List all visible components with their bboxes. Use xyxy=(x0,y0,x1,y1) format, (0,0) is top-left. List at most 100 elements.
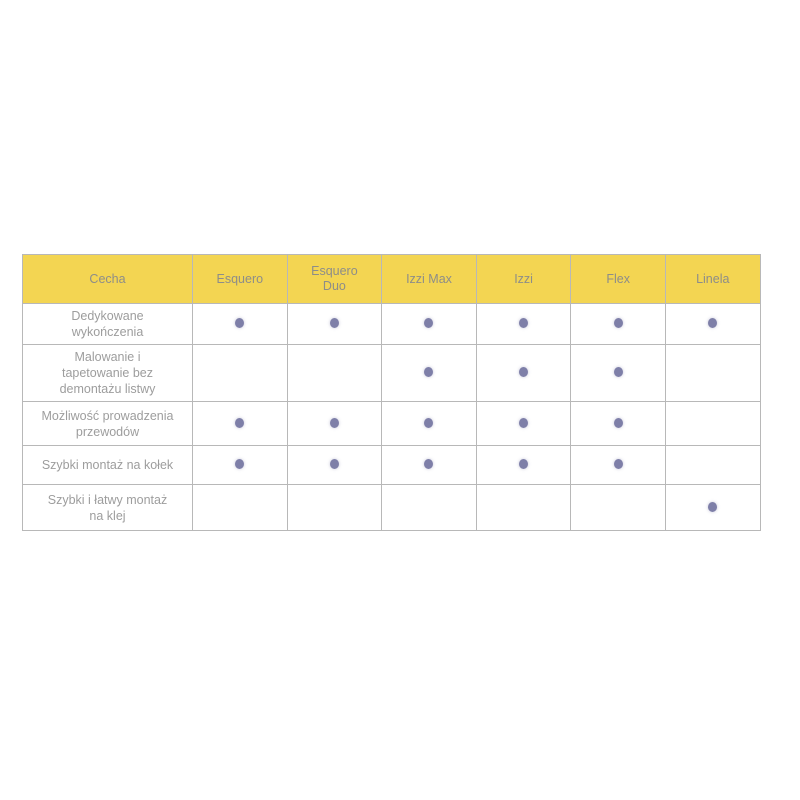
mark-cell-izzi-max xyxy=(381,445,477,485)
empty-mark-placeholder xyxy=(235,502,244,512)
mark-cell-flex xyxy=(570,344,666,402)
mark-cell-linela xyxy=(664,344,761,402)
empty-mark-placeholder xyxy=(235,367,244,377)
filled-dot-icon xyxy=(613,417,623,428)
table-row: Malowanie i tapetowanie bez demontażu li… xyxy=(22,344,761,402)
filled-dot-icon xyxy=(613,318,623,328)
empty-mark-placeholder xyxy=(330,367,339,377)
mark-cell-linela xyxy=(664,401,761,446)
mark-cell-esquero xyxy=(192,344,288,402)
mark-cell-izzi xyxy=(475,401,572,446)
empty-mark-placeholder xyxy=(614,502,623,512)
filled-dot-icon xyxy=(424,459,434,469)
mark-cell-esquero-duo xyxy=(286,445,383,485)
column-header-flex: Flex xyxy=(570,254,666,304)
column-header-izzi-label: Izzi xyxy=(514,271,533,286)
feature-label-cell: Szybki montaż na kołek xyxy=(22,445,193,485)
filled-dot-icon xyxy=(424,318,434,328)
filled-dot-icon xyxy=(424,367,434,377)
filled-dot-icon xyxy=(329,318,339,328)
filled-dot-icon xyxy=(424,417,434,428)
mark-cell-izzi xyxy=(475,445,572,485)
mark-cell-esquero-duo xyxy=(286,401,383,446)
mark-cell-esquero-duo xyxy=(286,484,383,531)
feature-label-line: na klej xyxy=(89,508,126,523)
filled-dot-icon xyxy=(613,459,623,469)
table-body: Dedykowane wykończenia Malowanie i tapet… xyxy=(22,303,761,531)
feature-label-line: Dedykowane xyxy=(71,309,144,323)
filled-dot-icon xyxy=(519,459,529,469)
column-header-flex-label: Flex xyxy=(606,271,630,286)
mark-cell-izzi xyxy=(475,484,572,531)
empty-mark-placeholder xyxy=(519,502,528,512)
filled-dot-icon xyxy=(235,459,245,469)
mark-cell-esquero xyxy=(192,484,288,531)
column-header-esquero: Esquero xyxy=(192,254,288,304)
column-header-esquero-label: Esquero xyxy=(216,271,264,286)
product-comparison-table: Cecha Esquero Esquero Duo Izzi Max Izzi … xyxy=(22,254,761,531)
mark-cell-linela xyxy=(664,303,761,345)
mark-cell-izzi-max xyxy=(381,401,477,446)
mark-cell-izzi-max xyxy=(381,344,477,402)
filled-dot-icon xyxy=(235,318,245,328)
column-header-esquero-duo-label-line2: Duo xyxy=(322,279,346,293)
filled-dot-icon xyxy=(519,417,529,428)
mark-cell-izzi-max xyxy=(381,484,477,531)
feature-label-line: wykończenia xyxy=(71,325,144,339)
mark-cell-flex xyxy=(570,303,666,345)
empty-mark-placeholder xyxy=(708,459,717,469)
filled-dot-icon xyxy=(519,318,529,328)
column-header-izzi-max: Izzi Max xyxy=(381,254,477,304)
table-row: Możliwość prowadzenia przewodów xyxy=(22,401,761,446)
column-header-feature: Cecha xyxy=(22,254,193,304)
feature-label-cell: Szybki i łatwy montaż na klej xyxy=(22,484,193,531)
table-row: Szybki i łatwy montaż na klej xyxy=(22,484,761,531)
column-header-feature-label: Cecha xyxy=(89,271,126,286)
feature-label-line: demontażu listwy xyxy=(59,382,156,396)
empty-mark-placeholder xyxy=(708,418,717,428)
table-header-row: Cecha Esquero Esquero Duo Izzi Max Izzi … xyxy=(22,254,761,304)
empty-mark-placeholder xyxy=(708,367,717,377)
mark-cell-flex xyxy=(570,484,666,531)
mark-cell-esquero-duo xyxy=(286,344,383,402)
mark-cell-linela xyxy=(664,484,761,531)
feature-label-line: Szybki i łatwy montaż xyxy=(47,492,168,507)
column-header-esquero-duo: Esquero Duo xyxy=(286,254,383,304)
column-header-linela: Linela xyxy=(664,254,761,304)
mark-cell-flex xyxy=(570,401,666,446)
empty-mark-placeholder xyxy=(424,502,433,512)
feature-label-line: Możliwość prowadzenia xyxy=(41,408,174,423)
mark-cell-flex xyxy=(570,445,666,485)
empty-mark-placeholder xyxy=(330,502,339,512)
mark-cell-linela xyxy=(664,445,761,485)
filled-dot-icon xyxy=(519,367,529,377)
column-header-linela-label: Linela xyxy=(696,271,730,286)
filled-dot-icon xyxy=(235,417,245,428)
table-header: Cecha Esquero Esquero Duo Izzi Max Izzi … xyxy=(22,254,761,304)
filled-dot-icon xyxy=(329,459,339,469)
mark-cell-izzi-max xyxy=(381,303,477,345)
filled-dot-icon xyxy=(708,501,718,512)
mark-cell-esquero xyxy=(192,303,288,345)
mark-cell-esquero xyxy=(192,401,288,446)
filled-dot-icon xyxy=(613,367,623,377)
column-header-esquero-duo-label-line1: Esquero xyxy=(311,264,358,278)
feature-label-line: Malowanie i xyxy=(74,350,141,364)
filled-dot-icon xyxy=(708,318,718,328)
feature-label-cell: Możliwość prowadzenia przewodów xyxy=(22,401,193,446)
feature-label-cell: Malowanie i tapetowanie bez demontażu li… xyxy=(22,344,193,402)
mark-cell-esquero-duo xyxy=(286,303,383,345)
column-header-izzi-max-label: Izzi Max xyxy=(406,271,452,286)
mark-cell-esquero xyxy=(192,445,288,485)
column-header-izzi: Izzi xyxy=(475,254,572,304)
feature-label-line: Szybki montaż na kołek xyxy=(41,458,174,472)
feature-label-line: tapetowanie bez xyxy=(61,366,154,380)
mark-cell-izzi xyxy=(475,344,572,402)
filled-dot-icon xyxy=(329,417,339,428)
feature-label-cell: Dedykowane wykończenia xyxy=(22,303,193,345)
table-row: Szybki montaż na kołek xyxy=(22,445,761,485)
table-row: Dedykowane wykończenia xyxy=(22,303,761,345)
feature-label-line: przewodów xyxy=(75,424,140,439)
mark-cell-izzi xyxy=(475,303,572,345)
